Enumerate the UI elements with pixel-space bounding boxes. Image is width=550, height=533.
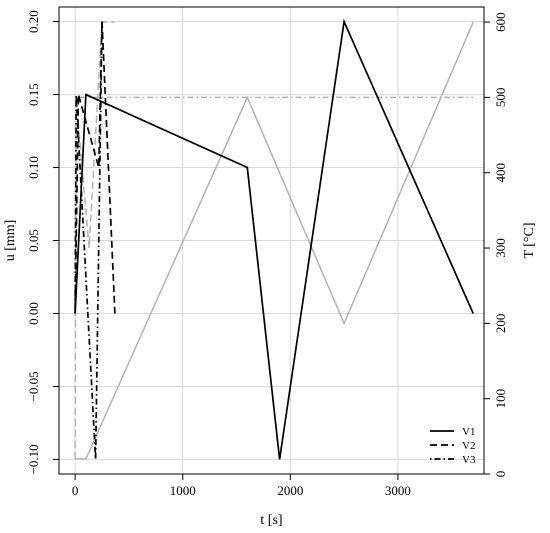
y-axis-right: 0 100 200 300 400 500 600 — [484, 12, 508, 477]
series-v3-line — [74, 21, 103, 460]
legend-label-v1: V1 — [462, 426, 475, 438]
y-right-tick-label: 100 — [493, 389, 508, 409]
y-left-tick-label: −0.10 — [26, 444, 41, 474]
series-layer — [74, 18, 474, 460]
y-axis-left-title: u [mm] — [3, 220, 18, 262]
x-tick-label: 2000 — [277, 483, 303, 498]
x-tick-label: 0 — [72, 483, 79, 498]
legend: V1 V2 V3 — [430, 426, 476, 466]
y-left-tick-label: 0.05 — [26, 229, 41, 252]
legend-label-v3: V3 — [462, 454, 476, 466]
y-axis-right-title: T [°C] — [522, 222, 537, 258]
x-tick-label: 3000 — [385, 483, 411, 498]
y-left-tick-label: −0.05 — [26, 371, 41, 401]
y-right-tick-label: 600 — [493, 12, 508, 32]
y-left-tick-label: 0.00 — [26, 302, 41, 325]
grid — [59, 7, 484, 474]
legend-label-v2: V2 — [462, 440, 475, 452]
x-axis: 0 1000 2000 3000 — [72, 474, 411, 498]
series-v1-line — [74, 18, 474, 460]
y-right-tick-label: 400 — [493, 163, 508, 183]
y-axis-left: −0.10 −0.05 0.00 0.05 0.10 0.15 0.20 — [26, 10, 59, 474]
series-v2-line — [74, 21, 116, 314]
x-tick-label: 1000 — [170, 483, 196, 498]
y-right-tick-label: 300 — [493, 238, 508, 258]
x-axis-title: t [s] — [260, 513, 282, 528]
y-left-tick-label: 0.10 — [26, 156, 41, 179]
y-right-tick-label: 500 — [493, 88, 508, 108]
temperature-line-dashed — [74, 21, 115, 459]
y-right-tick-label: 200 — [493, 314, 508, 334]
y-right-tick-label: 0 — [493, 471, 508, 478]
y-left-tick-label: 0.20 — [26, 10, 41, 33]
y-left-tick-label: 0.15 — [26, 83, 41, 106]
